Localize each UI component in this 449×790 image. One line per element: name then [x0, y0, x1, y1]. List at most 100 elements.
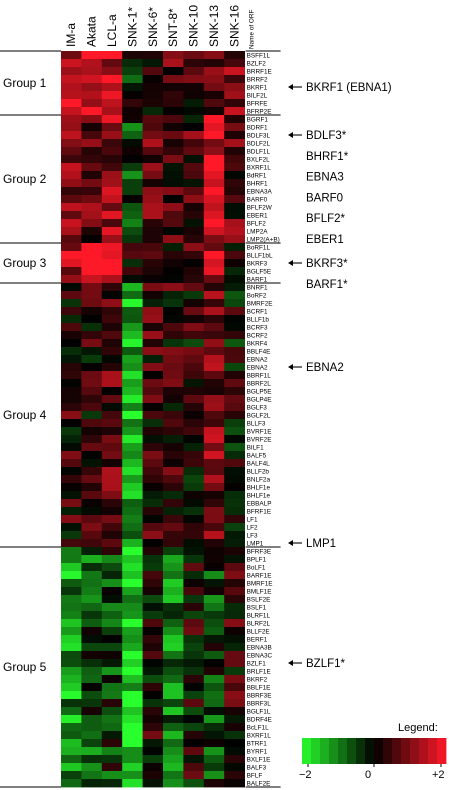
heatmap-cell: [81, 363, 103, 372]
heatmap-cell: [81, 611, 103, 620]
heatmap-cell: [142, 387, 164, 396]
heatmap-cell: [61, 315, 82, 324]
heatmap-cell: [81, 499, 103, 508]
legend-swatch: [320, 738, 330, 764]
annotation-arrowhead: [288, 84, 293, 90]
heatmap-cell: [122, 507, 143, 516]
heatmap-cell: [163, 51, 184, 60]
heatmap-cell: [224, 579, 245, 588]
heatmap-cell: [101, 659, 123, 668]
heatmap-cell: [224, 147, 245, 156]
heatmap-cell: [224, 347, 245, 356]
heatmap-cell: [101, 123, 123, 132]
heatmap-cell: [183, 627, 205, 636]
heatmap-cell: [224, 115, 245, 124]
heatmap-cell: [224, 59, 245, 68]
heatmap-cell: [61, 459, 82, 468]
row-label: BMRF1E: [247, 580, 273, 587]
heatmap-cell: [163, 323, 184, 332]
heatmap-cell: [203, 59, 225, 68]
heatmap-cell: [142, 443, 164, 452]
heatmap-cell: [81, 187, 103, 196]
heatmap-cell: [142, 171, 164, 180]
heatmap-cell: [224, 107, 245, 116]
heatmap-cell: [163, 363, 184, 372]
heatmap-cell: [183, 379, 205, 388]
heatmap-cell: [81, 219, 103, 228]
heatmap-cell: [142, 491, 164, 500]
legend: Legend: −2 0 +2: [299, 722, 447, 781]
heatmap-cell: [224, 227, 245, 236]
legend-swatch: [401, 738, 411, 764]
heatmap-cell: [142, 475, 164, 484]
heatmap-cell: [61, 627, 82, 636]
heatmap-cell: [203, 523, 225, 532]
heatmap-cell: [224, 779, 245, 788]
heatmap-cell: [122, 107, 143, 116]
legend-swatch: [428, 738, 438, 764]
row-label: BGRF1: [247, 116, 269, 123]
heatmap-cell: [101, 467, 123, 476]
heatmap-cell: [101, 387, 123, 396]
heatmap-cell: [224, 243, 245, 252]
heatmap-cell: [163, 411, 184, 420]
annotation-label: BARF0: [306, 192, 343, 204]
heatmap-cell: [142, 267, 164, 276]
row-labels: BSFF1LBZLF2BRRF1EBRRF2BKRF1BILF2LBFRFEBF…: [247, 52, 280, 787]
heatmap-cell: [142, 195, 164, 204]
heatmap-cell: [224, 195, 245, 204]
heatmap-cell: [61, 323, 82, 332]
heatmap-cell: [183, 683, 205, 692]
heatmap-cell: [203, 699, 225, 708]
row-label: BFRP2E: [247, 108, 272, 115]
heatmap-cell: [81, 555, 103, 564]
heatmap-cell: [183, 51, 205, 60]
heatmap-cell: [183, 67, 205, 76]
heatmap-cell: [183, 251, 205, 260]
heatmap-cell: [183, 427, 205, 436]
heatmap-cell: [203, 307, 225, 316]
column-label: SNK-6*: [146, 7, 160, 47]
row-label: LF3: [247, 532, 258, 539]
heatmap-cell: [224, 259, 245, 268]
heatmap-cell: [122, 171, 143, 180]
heatmap-cell: [122, 211, 143, 220]
heatmap-cell: [122, 715, 143, 724]
heatmap-cell: [81, 755, 103, 764]
heatmap-cell: [61, 747, 82, 756]
row-label: BKRF4: [247, 340, 268, 347]
heatmap-cell: [61, 547, 82, 556]
heatmap-cell: [61, 475, 82, 484]
heatmap-cell: [183, 147, 205, 156]
row-label: BALF5: [247, 452, 267, 459]
heatmap-cell: [163, 259, 184, 268]
heatmap-cell: [142, 675, 164, 684]
heatmap-cell: [81, 483, 103, 492]
heatmap-cell: [101, 275, 123, 284]
heatmap-cell: [224, 483, 245, 492]
heatmap-cell: [81, 195, 103, 204]
heatmap-cell: [81, 707, 103, 716]
heatmap-cell: [203, 123, 225, 132]
legend-tick-label: +2: [432, 769, 445, 781]
heatmap-cell: [224, 675, 245, 684]
heatmap-cell: [203, 459, 225, 468]
row-label: BHRF1: [247, 180, 268, 187]
heatmap-cell: [61, 131, 82, 140]
heatmap-cell: [101, 531, 123, 540]
heatmap-cell: [224, 291, 245, 300]
heatmap-cell: [203, 299, 225, 308]
heatmap-cell: [122, 315, 143, 324]
heatmap-cell: [101, 443, 123, 452]
heatmap-cell: [183, 707, 205, 716]
heatmap-cell: [61, 731, 82, 740]
heatmap-cell: [101, 491, 123, 500]
heatmap-cell: [163, 435, 184, 444]
heatmap-cell: [142, 243, 164, 252]
heatmap-cell: [81, 467, 103, 476]
row-label: BGLF3: [247, 404, 268, 411]
heatmap-cell: [183, 83, 205, 92]
heatmap-cell: [81, 779, 103, 788]
heatmap-cell: [61, 523, 82, 532]
heatmap-cell: [203, 275, 225, 284]
